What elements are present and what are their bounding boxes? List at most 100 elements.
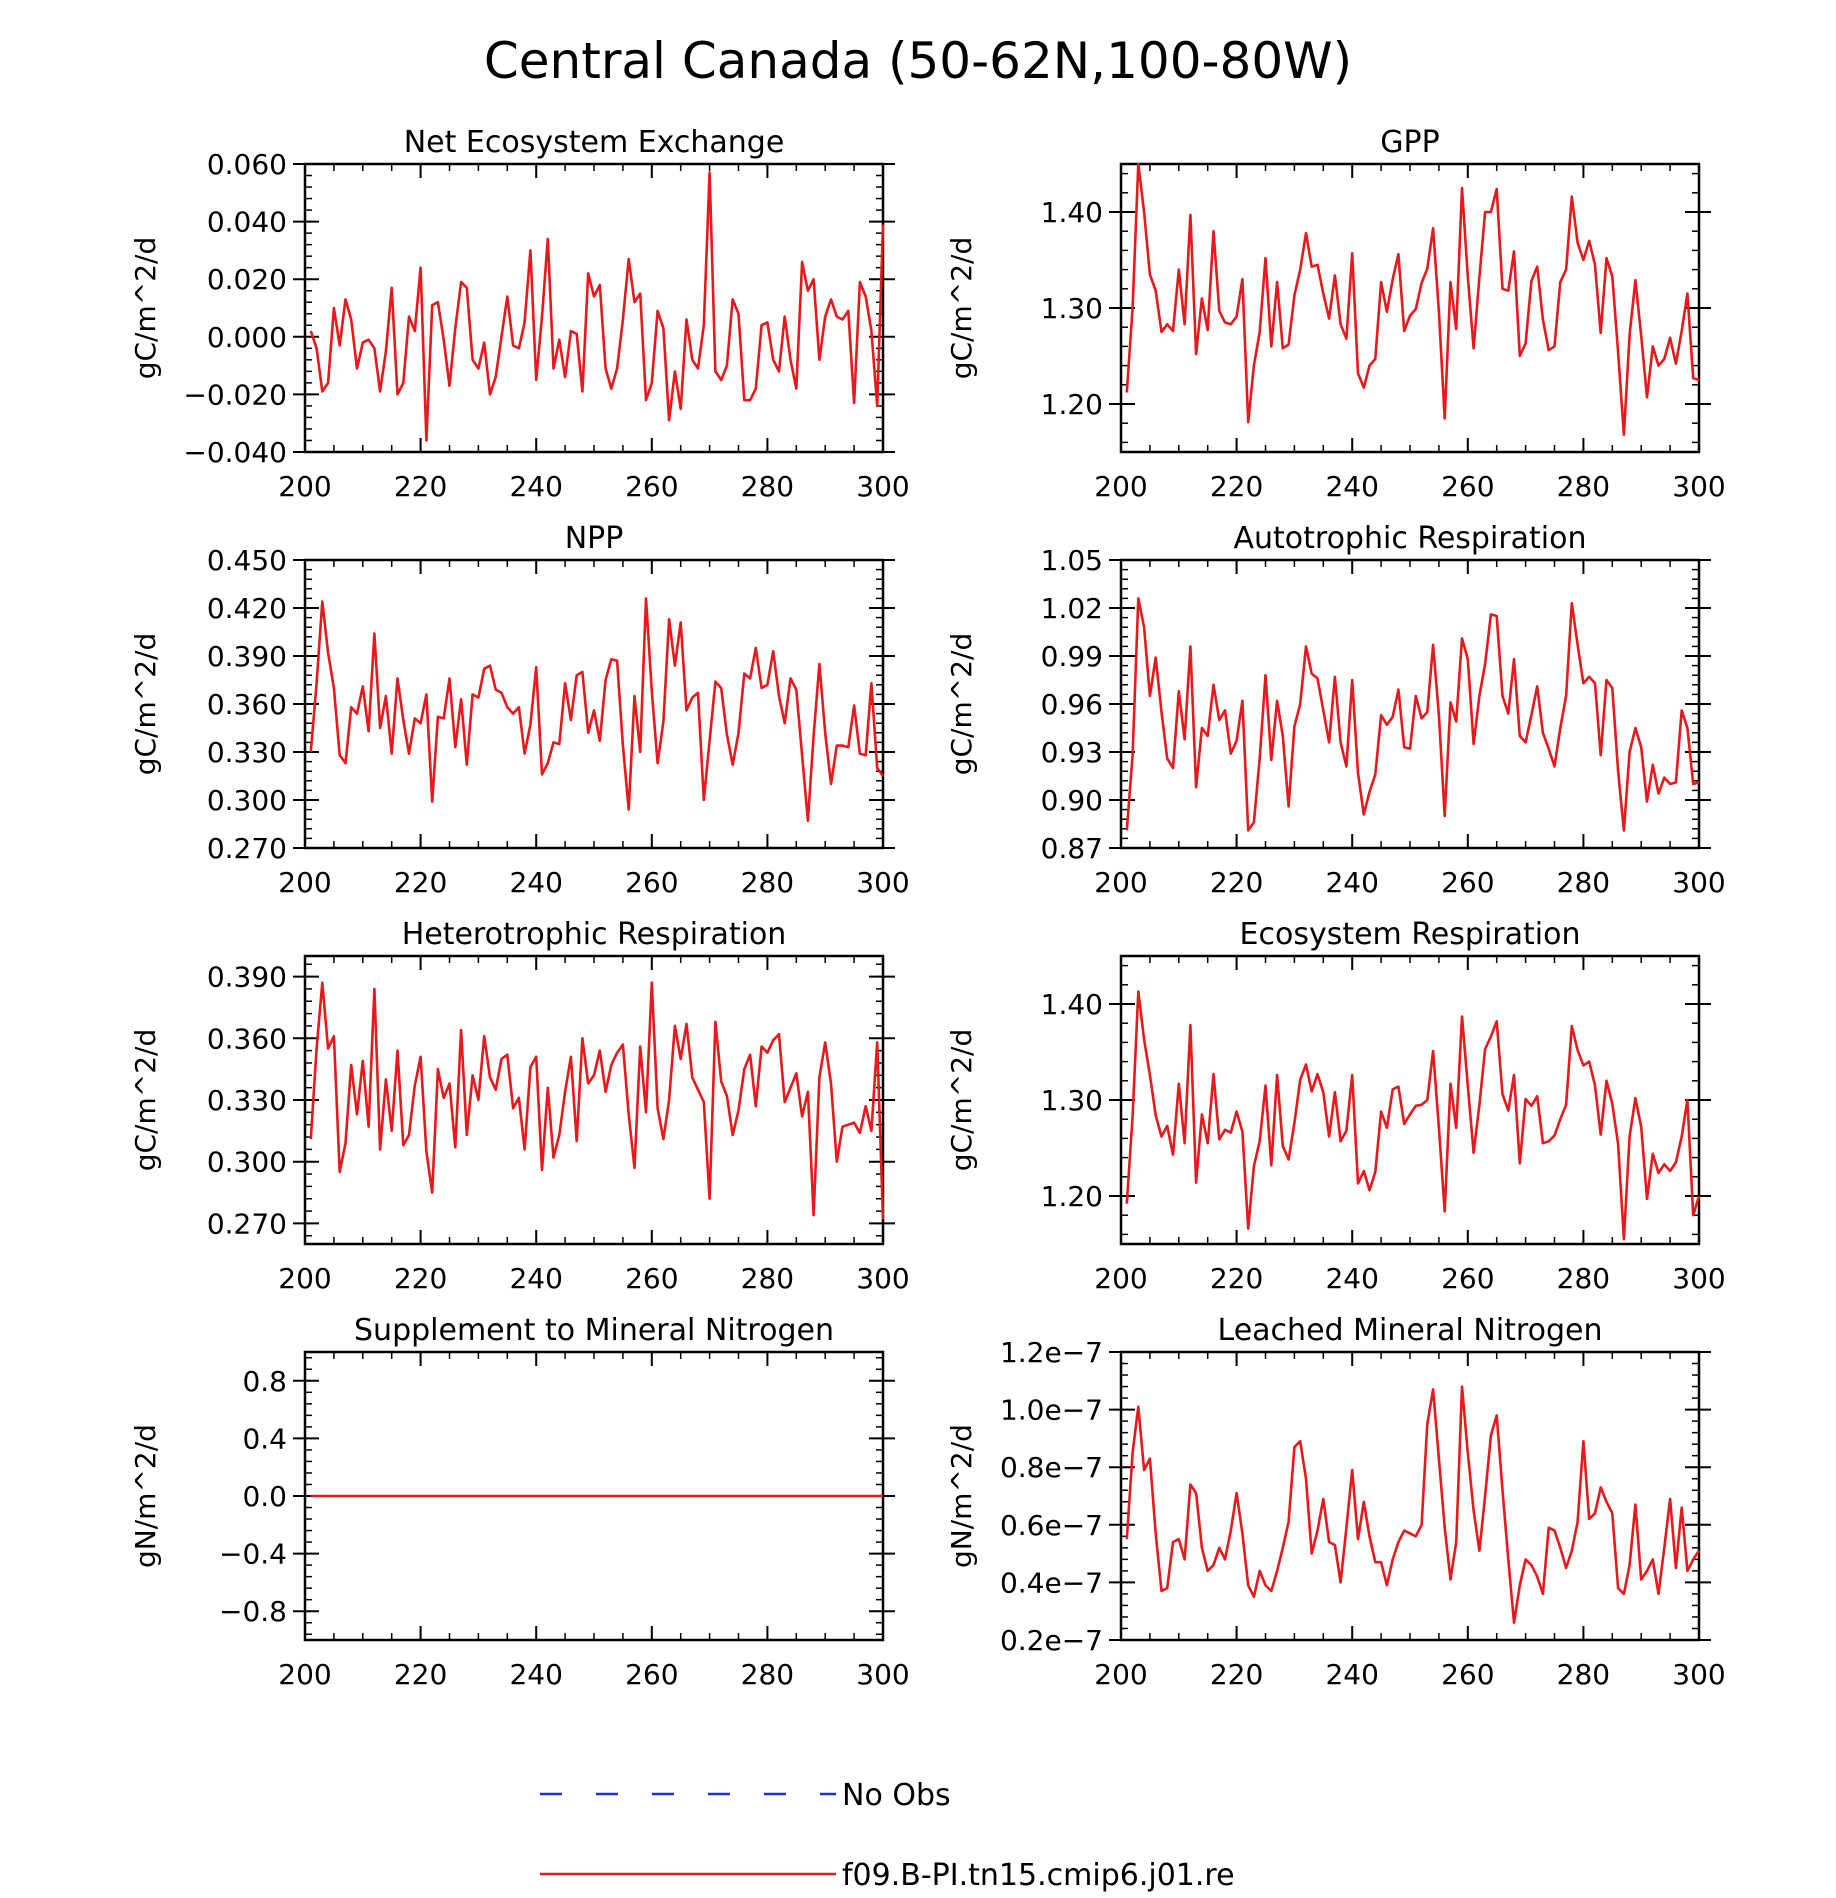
panel-4: Autotrophic Respiration 200 220 240 260 280 30… [945,521,1726,899]
x-tick-label: 260 [625,1658,678,1691]
x-tick-label: 280 [1557,1262,1610,1295]
x-tick-label: 260 [625,470,678,503]
plot-frame [1119,1350,1701,1642]
x-tick-label: 300 [856,1262,909,1295]
figure-title: Central Canada (50-62N,100-80W) [484,32,1352,90]
x-tick-label: 220 [394,470,447,503]
y-tick-label: 1.30 [1041,1084,1103,1117]
panel-1: Net Ecosystem Exchange 200 220 240 260 280 300… [129,125,910,503]
panels: Net Ecosystem Exchange 200 220 240 260 280 300… [129,125,1726,1691]
x-tick-label: 240 [509,1658,562,1691]
panel-5: Heterotrophic Respiration 200 220 240 260 280… [129,917,910,1295]
x-tick-label: 300 [1672,470,1725,503]
x-tick-label: 300 [856,866,909,899]
panel-title: Ecosystem Respiration [1240,917,1581,952]
x-tick-label: 280 [741,470,794,503]
panel-6: Ecosystem Respiration 200 220 240 260 280 300 1… [945,917,1726,1295]
panel-title: GPP [1380,125,1439,160]
panel-title: Heterotrophic Respiration [402,917,787,952]
y-axis-label: gC/m^2/d [129,1029,162,1172]
x-tick-label: 220 [394,1262,447,1295]
legend-no-obs-label: No Obs [842,1778,951,1813]
y-tick-label: 0.360 [207,1022,287,1055]
y-tick-label: 0.90 [1041,784,1103,817]
y-axis-label: gN/m^2/d [945,1424,978,1568]
y-tick-label: 0.040 [207,206,287,239]
x-tick-label: 200 [1094,470,1147,503]
x-tick-label: 240 [1325,1658,1378,1691]
y-tick-label: 0.96 [1041,688,1103,721]
y-tick-label: 0.300 [207,1146,287,1179]
x-tick-label: 240 [509,866,562,899]
legend: No Obs f09.B-PI.tn15.cmip6.j01.re [540,1778,1235,1893]
x-tick-label: 200 [278,1658,331,1691]
y-axis-label: gC/m^2/d [945,1029,978,1172]
series-line [309,171,885,442]
x-tick-label: 280 [1557,866,1610,899]
plot-frame [303,954,885,1246]
y-tick-label: 0.390 [207,640,287,673]
y-tick-label: 0.270 [207,1207,287,1240]
y-tick-label: 0.420 [207,592,287,625]
x-tick-label: 260 [1441,866,1494,899]
x-tick-label: 260 [1441,470,1494,503]
x-tick-label: 280 [741,1262,794,1295]
y-tick-label: 1.30 [1041,292,1103,325]
series-line [309,981,885,1220]
y-tick-label: −0.020 [183,378,287,411]
y-tick-label: 0.390 [207,961,287,994]
y-tick-label: 1.2e−7 [1000,1336,1103,1369]
y-tick-label: 0.000 [207,321,287,354]
legend-model-label: f09.B-PI.tn15.cmip6.j01.re [842,1858,1235,1893]
x-tick-label: 200 [278,470,331,503]
panel-2: GPP 200 220 240 260 280 300 1.20 1.30 1.40 gC/m^2/… [945,125,1726,503]
x-tick-label: 260 [1441,1262,1494,1295]
y-tick-label: 0.270 [207,832,287,865]
y-tick-label: 1.20 [1041,388,1103,421]
y-tick-label: 1.40 [1041,988,1103,1021]
y-tick-label: 0.8e−7 [1000,1451,1103,1484]
y-tick-label: 0.450 [207,544,287,577]
x-tick-label: 240 [509,470,562,503]
series-line [1125,990,1701,1241]
y-tick-label: 0.330 [207,1084,287,1117]
series-line [1125,1385,1701,1624]
x-tick-label: 200 [278,866,331,899]
y-tick-label: 1.05 [1041,544,1103,577]
x-tick-label: 220 [1210,1658,1263,1691]
panel-3: NPP 200 220 240 260 280 300 0.270 0.300 0.330 0.36… [129,521,910,899]
x-tick-label: 200 [1094,1658,1147,1691]
y-tick-label: 0.99 [1041,640,1103,673]
y-axis-label: gN/m^2/d [129,1424,162,1568]
x-tick-label: 240 [1325,470,1378,503]
y-tick-label: 0.2e−7 [1000,1624,1103,1657]
x-tick-label: 260 [625,866,678,899]
x-tick-label: 300 [1672,1658,1725,1691]
y-tick-label: −0.040 [183,436,287,469]
x-tick-label: 220 [394,1658,447,1691]
x-tick-label: 260 [625,1262,678,1295]
x-tick-label: 200 [1094,1262,1147,1295]
y-axis-label: gC/m^2/d [129,633,162,776]
y-tick-label: 1.20 [1041,1180,1103,1213]
x-tick-label: 200 [278,1262,331,1295]
panel-title: Autotrophic Respiration [1233,521,1586,556]
y-tick-label: 0.300 [207,784,287,817]
panel-8: Leached Mineral Nitrogen 200 220 240 260 280 3… [945,1313,1726,1691]
y-tick-label: 0.360 [207,688,287,721]
x-tick-label: 280 [741,866,794,899]
panel-title: NPP [565,521,624,556]
y-tick-label: 0.8 [242,1365,287,1398]
x-tick-label: 280 [741,1658,794,1691]
x-tick-label: 300 [856,1658,909,1691]
y-tick-label: 0.0 [242,1480,287,1513]
y-tick-label: 0.87 [1041,832,1103,865]
y-axis-label: gC/m^2/d [945,237,978,380]
series-line [309,597,885,823]
x-tick-label: 260 [1441,1658,1494,1691]
series-line [1125,162,1700,437]
y-axis-label: gC/m^2/d [129,237,162,380]
panel-7: Supplement to Mineral Nitrogen 200 220 240 2… [129,1313,910,1691]
y-tick-label: 0.4 [242,1422,287,1455]
